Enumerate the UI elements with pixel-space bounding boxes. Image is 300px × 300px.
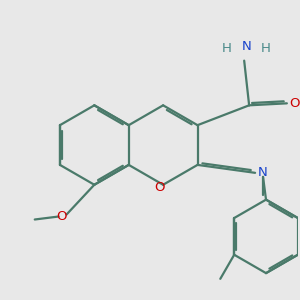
Text: N: N <box>258 166 268 179</box>
Text: H: H <box>261 42 271 55</box>
Text: O: O <box>290 97 300 110</box>
Text: O: O <box>56 210 67 223</box>
Text: N: N <box>241 40 251 53</box>
Text: O: O <box>154 181 164 194</box>
Text: H: H <box>221 42 231 55</box>
